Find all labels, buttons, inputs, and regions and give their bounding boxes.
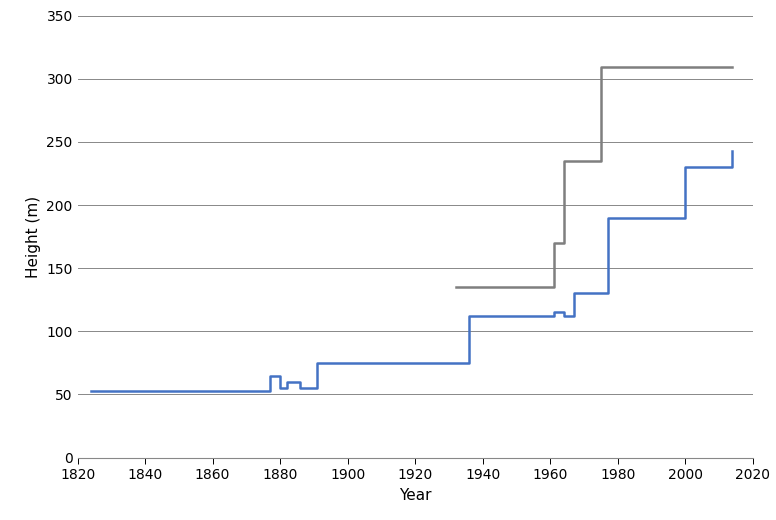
X-axis label: Year: Year: [399, 488, 431, 502]
Y-axis label: Height (m): Height (m): [26, 196, 41, 278]
